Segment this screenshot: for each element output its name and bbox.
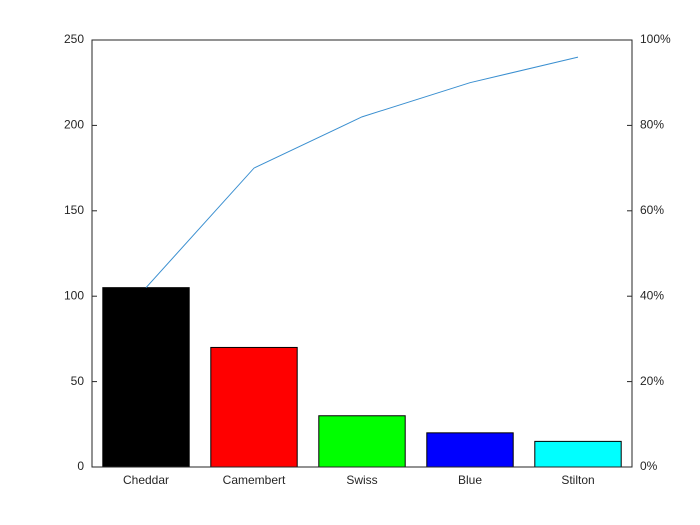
y-tick-label: 50 (71, 374, 85, 388)
y-tick-label: 150 (64, 203, 84, 217)
y2-tick-label: 60% (640, 203, 664, 217)
y-tick-label: 100 (64, 288, 84, 302)
cumulative-line (145, 56, 579, 288)
bar (210, 346, 298, 468)
bar (426, 432, 514, 468)
x-tick-label: Camembert (223, 473, 286, 487)
x-tick-label: Cheddar (123, 473, 169, 487)
bar (534, 440, 622, 468)
y2-tick-label: 0% (640, 459, 658, 473)
bar (102, 287, 190, 468)
y-tick-label: 0 (77, 459, 84, 473)
x-tick-label: Blue (458, 473, 482, 487)
bar (318, 415, 406, 468)
y2-tick-label: 40% (640, 288, 664, 302)
y2-tick-label: 20% (640, 374, 664, 388)
x-tick-label: Stilton (561, 473, 594, 487)
x-tick-label: Swiss (346, 473, 377, 487)
y2-tick-label: 80% (640, 118, 664, 132)
axes-box (91, 39, 633, 468)
y2-tick-label: 100% (640, 32, 671, 46)
y-tick-label: 250 (64, 32, 84, 46)
y-tick-label: 200 (64, 118, 84, 132)
